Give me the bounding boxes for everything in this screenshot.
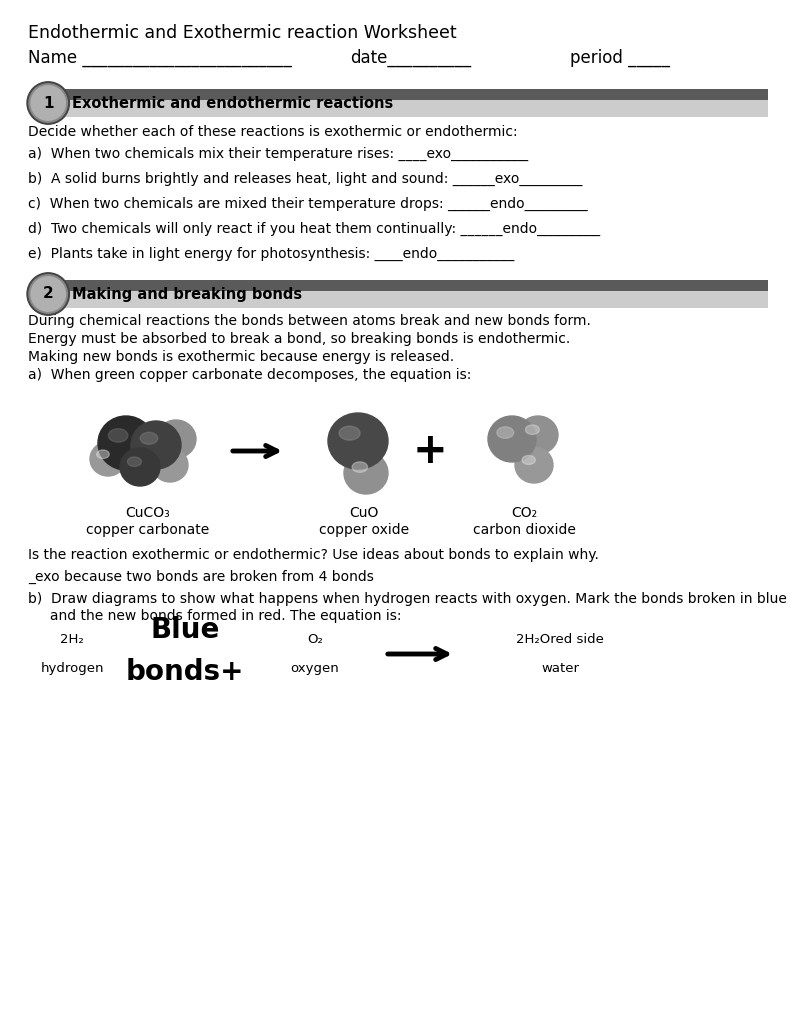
Text: Energy must be absorbed to break a bond, so breaking bonds is endothermic.: Energy must be absorbed to break a bond,… xyxy=(28,332,570,346)
Text: bonds+: bonds+ xyxy=(126,658,244,686)
Text: CuCO₃: CuCO₃ xyxy=(126,506,170,520)
Text: 2H₂Ored side: 2H₂Ored side xyxy=(516,633,604,646)
Text: water: water xyxy=(541,662,579,675)
Circle shape xyxy=(31,276,66,311)
Ellipse shape xyxy=(164,429,177,438)
Ellipse shape xyxy=(344,452,388,494)
Ellipse shape xyxy=(97,450,109,459)
Text: 1: 1 xyxy=(43,95,54,111)
Ellipse shape xyxy=(140,432,157,444)
Text: d)  Two chemicals will only react if you heat them continually: ______endo______: d) Two chemicals will only react if you … xyxy=(28,222,600,237)
Text: copper oxide: copper oxide xyxy=(319,523,409,537)
Text: and the new bonds formed in red. The equation is:: and the new bonds formed in red. The equ… xyxy=(28,609,402,623)
Text: carbon dioxide: carbon dioxide xyxy=(472,523,575,537)
Ellipse shape xyxy=(352,462,368,472)
FancyBboxPatch shape xyxy=(39,280,768,291)
Ellipse shape xyxy=(522,456,536,465)
Circle shape xyxy=(29,84,67,122)
Text: Making new bonds is exothermic because energy is released.: Making new bonds is exothermic because e… xyxy=(28,350,454,364)
Text: During chemical reactions the bonds between atoms break and new bonds form.: During chemical reactions the bonds betw… xyxy=(28,314,591,328)
Text: date__________: date__________ xyxy=(350,49,471,68)
Ellipse shape xyxy=(127,457,142,466)
Text: a)  When green copper carbonate decomposes, the equation is:: a) When green copper carbonate decompose… xyxy=(28,368,471,382)
Text: Making and breaking bonds: Making and breaking bonds xyxy=(73,287,302,301)
Text: O₂: O₂ xyxy=(307,633,323,646)
Text: CuO: CuO xyxy=(350,506,379,520)
Text: hydrogen: hydrogen xyxy=(40,662,104,675)
Text: CO₂: CO₂ xyxy=(511,506,537,520)
Text: c)  When two chemicals are mixed their temperature drops: ______endo_________: c) When two chemicals are mixed their te… xyxy=(28,197,588,211)
Text: oxygen: oxygen xyxy=(290,662,339,675)
FancyBboxPatch shape xyxy=(39,280,768,308)
Ellipse shape xyxy=(488,416,536,462)
FancyBboxPatch shape xyxy=(39,89,768,117)
Text: b)  A solid burns brightly and releases heat, light and sound: ______exo________: b) A solid burns brightly and releases h… xyxy=(28,172,582,186)
Text: +: + xyxy=(413,430,448,472)
Ellipse shape xyxy=(98,416,154,470)
Text: b)  Draw diagrams to show what happens when hydrogen reacts with oxygen. Mark th: b) Draw diagrams to show what happens wh… xyxy=(28,592,787,606)
Text: Endothermic and Exothermic reaction Worksheet: Endothermic and Exothermic reaction Work… xyxy=(28,24,456,42)
Text: 2: 2 xyxy=(43,287,54,301)
Circle shape xyxy=(31,86,66,120)
Ellipse shape xyxy=(515,447,553,483)
Text: copper carbonate: copper carbonate xyxy=(86,523,210,537)
Text: Exothermic and endothermic reactions: Exothermic and endothermic reactions xyxy=(73,95,394,111)
Circle shape xyxy=(27,272,70,315)
Ellipse shape xyxy=(518,416,558,454)
Ellipse shape xyxy=(339,426,360,440)
Text: Decide whether each of these reactions is exothermic or endothermic:: Decide whether each of these reactions i… xyxy=(28,125,517,139)
Text: _exo because two bonds are broken from 4 bonds: _exo because two bonds are broken from 4… xyxy=(28,570,374,584)
Ellipse shape xyxy=(156,420,196,458)
Ellipse shape xyxy=(131,421,181,469)
Text: 2H₂: 2H₂ xyxy=(60,633,84,646)
Text: e)  Plants take in light energy for photosynthesis: ____endo___________: e) Plants take in light energy for photo… xyxy=(28,247,514,261)
Ellipse shape xyxy=(328,413,388,469)
Ellipse shape xyxy=(497,427,513,438)
Circle shape xyxy=(27,82,70,124)
Ellipse shape xyxy=(159,456,172,465)
FancyBboxPatch shape xyxy=(39,89,768,99)
Text: period _____: period _____ xyxy=(570,49,670,68)
Ellipse shape xyxy=(90,442,126,476)
Ellipse shape xyxy=(525,425,539,434)
Text: Name _________________________: Name _________________________ xyxy=(28,49,292,67)
Text: Blue: Blue xyxy=(150,616,220,644)
Circle shape xyxy=(29,274,67,313)
Text: Is the reaction exothermic or endothermic? Use ideas about bonds to explain why.: Is the reaction exothermic or endothermi… xyxy=(28,548,599,562)
Ellipse shape xyxy=(108,429,128,442)
Ellipse shape xyxy=(152,449,188,482)
Ellipse shape xyxy=(120,449,160,486)
Text: a)  When two chemicals mix their temperature rises: ____exo___________: a) When two chemicals mix their temperat… xyxy=(28,147,528,161)
